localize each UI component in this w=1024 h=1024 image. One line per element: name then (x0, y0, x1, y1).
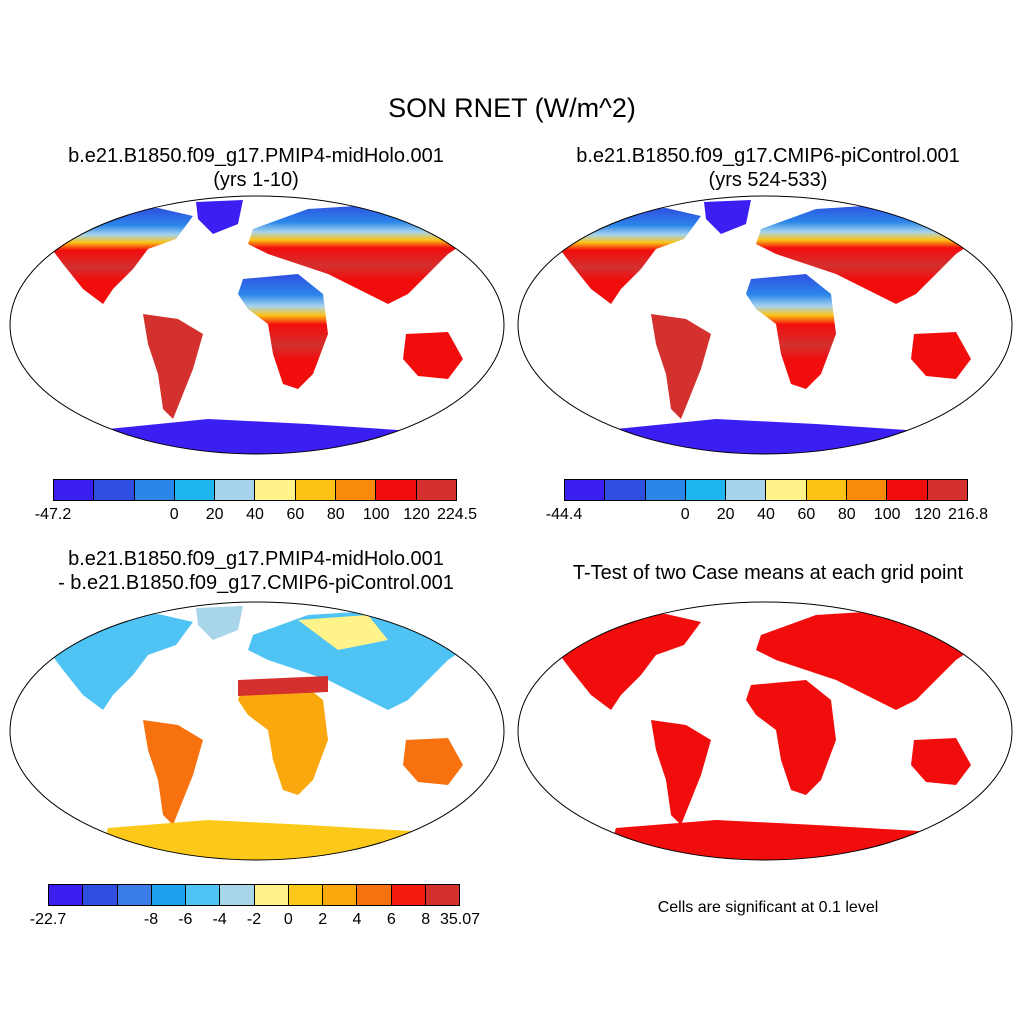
map-panel-2 (517, 195, 1013, 455)
colorbar-3-swatch (117, 885, 152, 905)
colorbar-3-tick-label: -8 (143, 911, 159, 928)
colorbar-3-tick-label: -4 (212, 911, 227, 928)
map-2-land (556, 200, 986, 454)
colorbar-1-swatch (94, 480, 135, 500)
colorbar-3-tick-label: -6 (178, 911, 193, 928)
colorbar-2-tick-label: 60 (797, 506, 816, 523)
figure-title: SON RNET (W/m^2) (388, 93, 636, 123)
colorbar-1-swatch (336, 480, 377, 500)
colorbar-1-swatch (134, 480, 175, 500)
map-4-significant-cells (556, 610, 986, 860)
colorbar-1-tick-label: 120 (403, 506, 430, 523)
colorbar-2-swatch (887, 480, 928, 500)
colorbar-1-tick-label: 224.5 (436, 506, 478, 523)
colorbar-1-swatch (174, 480, 216, 500)
colorbar-3-swatch (357, 885, 392, 905)
colorbar-1-tick-label: 60 (286, 506, 305, 523)
colorbar-2-tick-label: 100 (873, 506, 901, 523)
colorbar-2-swatch (645, 480, 686, 500)
colorbar-3-tick-label: 35.07 (439, 911, 481, 928)
map-3-land (48, 606, 478, 860)
map-panel-1 (9, 195, 505, 455)
colorbar-2-swatch (847, 480, 888, 500)
colorbar-2-tick-label: 216.8 (947, 506, 989, 523)
colorbar-3 (48, 884, 460, 906)
colorbar-1-tick-label: 20 (205, 506, 224, 523)
colorbar-1-swatch (54, 480, 95, 500)
colorbar-1-swatch (295, 480, 337, 500)
colorbar-3-tick-label: 4 (352, 911, 362, 928)
colorbar-3-swatch (254, 885, 289, 905)
colorbar-3-tick-label: 8 (421, 911, 431, 928)
colorbar-2-swatch (726, 480, 767, 500)
colorbar-1 (53, 479, 457, 501)
map-panel-4 (517, 601, 1013, 861)
colorbar-3-swatch (151, 885, 186, 905)
colorbar-3-tick-label: 2 (318, 911, 328, 928)
colorbar-1-swatch (376, 480, 417, 500)
colorbar-2-tick-label: 40 (757, 506, 775, 523)
panel-3-title-line2: - b.e21.B1850.f09_g17.CMIP6-piControl.00… (58, 572, 454, 594)
colorbar-1-swatch (255, 480, 296, 500)
colorbar-3-swatch (186, 885, 221, 905)
colorbar-2 (564, 479, 968, 501)
colorbar-3-tick-label: -22.7 (29, 911, 67, 928)
colorbar-2-tick-label: -44.4 (545, 506, 583, 523)
colorbar-3-tick-label: 0 (283, 911, 293, 928)
panel-1-title: b.e21.B1850.f09_g17.PMIP4-midHolo.001 (y… (0, 144, 512, 192)
colorbar-2-swatch (605, 480, 646, 500)
colorbar-2-swatch (766, 480, 807, 500)
colorbar-3-swatch (425, 885, 459, 905)
colorbar-1-tick-label: 80 (326, 506, 345, 523)
colorbar-2-tick-label: 120 (914, 506, 941, 523)
colorbar-1-tick-label: -47.2 (34, 506, 72, 523)
colorbar-2-swatch (685, 480, 727, 500)
panel-1-title-line1: b.e21.B1850.f09_g17.PMIP4-midHolo.001 (68, 145, 444, 167)
colorbar-2-tick-label: 0 (680, 506, 690, 523)
colorbar-1-tick-label: 40 (246, 506, 264, 523)
map-1-land (48, 200, 478, 454)
colorbar-2-swatch (927, 480, 967, 500)
panel-2-title: b.e21.B1850.f09_g17.CMIP6-piControl.001 … (512, 144, 1024, 192)
colorbar-3-tick-label: 6 (386, 911, 396, 928)
colorbar-1-swatch (215, 480, 256, 500)
colorbar-3-swatch (220, 885, 255, 905)
colorbar-2-swatch (806, 480, 848, 500)
panel-4-title: T-Test of two Case means at each grid po… (572, 562, 964, 584)
colorbar-1-swatch (416, 480, 456, 500)
colorbar-2-tick-label: 80 (837, 506, 856, 523)
panel-1-title-line2: (yrs 1-10) (213, 169, 299, 191)
colorbar-3-swatch (323, 885, 358, 905)
colorbar-3-swatch (288, 885, 323, 905)
panel-3-title: b.e21.B1850.f09_g17.PMIP4-midHolo.001 - … (0, 547, 512, 595)
panel-2-title-line1: b.e21.B1850.f09_g17.CMIP6-piControl.001 (576, 145, 960, 167)
colorbar-1-tick-label: 100 (362, 506, 390, 523)
colorbar-2-swatch (565, 480, 606, 500)
significance-note: Cells are significant at 0.1 level (657, 899, 879, 916)
colorbar-3-tick-label: -2 (246, 911, 262, 928)
colorbar-3-swatch (49, 885, 84, 905)
colorbar-2-tick-label: 20 (716, 506, 735, 523)
colorbar-3-swatch (391, 885, 426, 905)
panel-3-title-line1: b.e21.B1850.f09_g17.PMIP4-midHolo.001 (68, 548, 444, 570)
colorbar-1-tick-label: 0 (169, 506, 179, 523)
colorbar-3-swatch (83, 885, 118, 905)
panel-2-title-line2: (yrs 524-533) (708, 169, 828, 191)
map-panel-3 (9, 601, 505, 861)
